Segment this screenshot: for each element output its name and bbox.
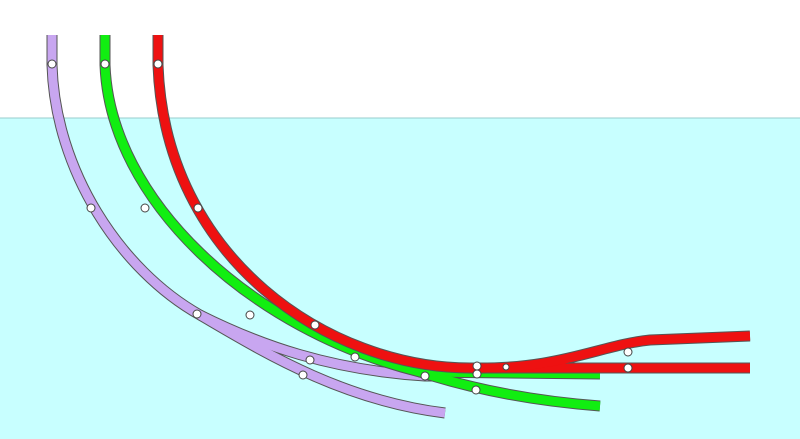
- joints: [47, 59, 633, 395]
- background-water: [0, 118, 800, 439]
- background-top: [0, 0, 800, 118]
- green-track: [99, 35, 601, 412]
